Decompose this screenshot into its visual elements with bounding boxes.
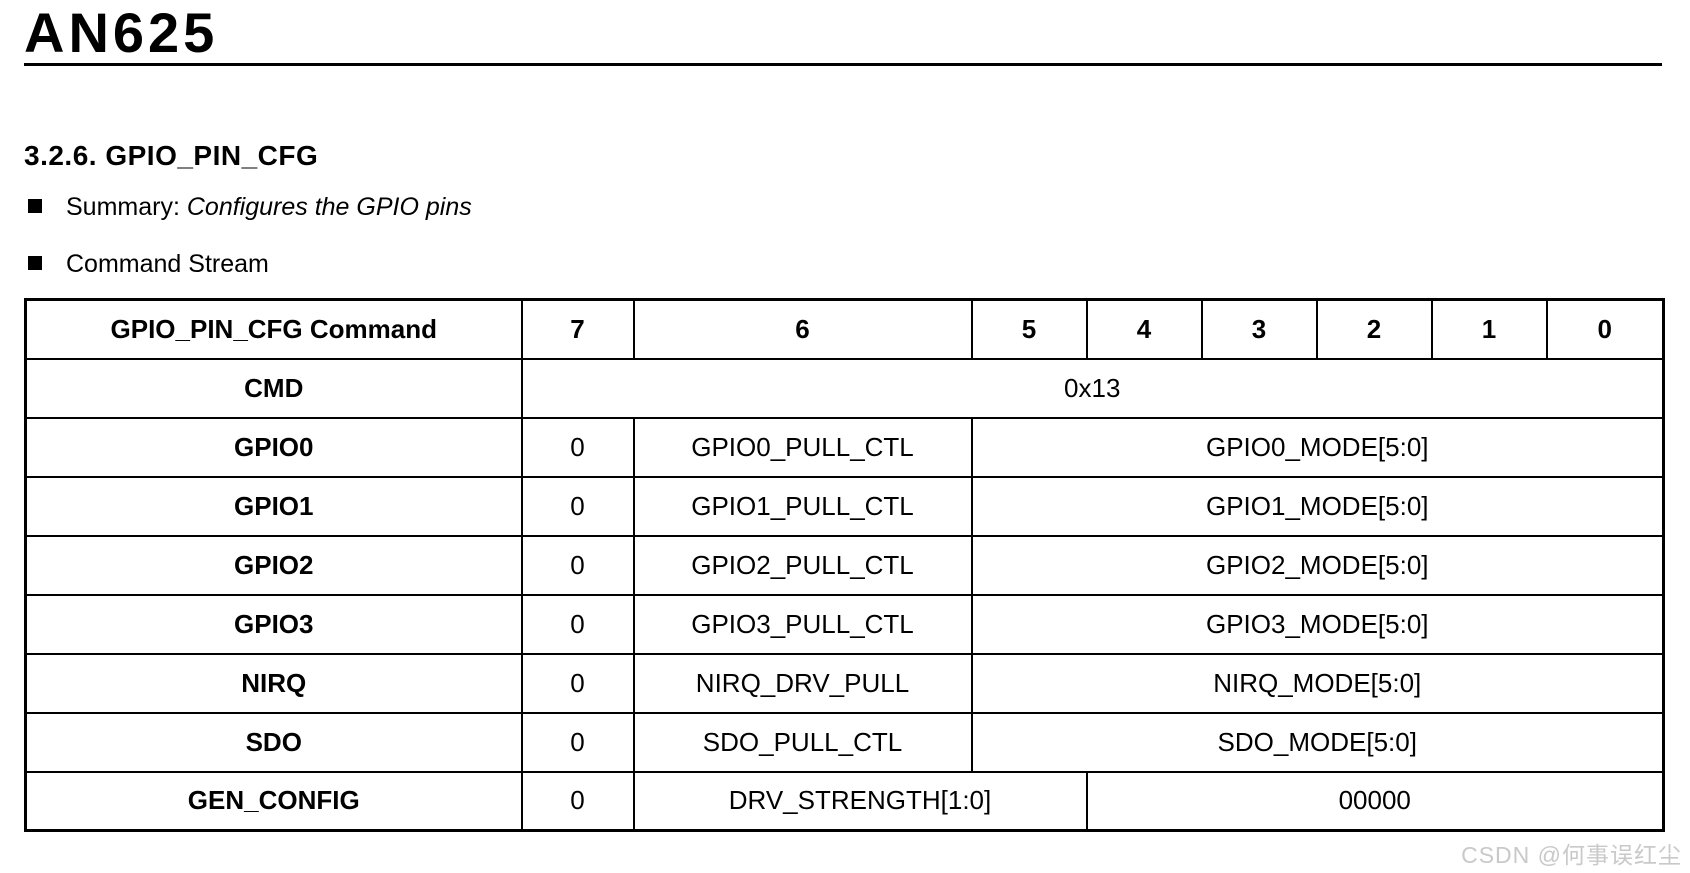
cell-mode: GPIO2_MODE[5:0] — [970, 534, 1665, 596]
cell-cmd-value: 0x13 — [520, 357, 1665, 419]
cell-mode: SDO_MODE[5:0] — [970, 711, 1665, 773]
cell-pull-ctl: NIRQ_DRV_PULL — [632, 652, 973, 714]
row-label: GPIO1 — [24, 475, 523, 537]
table-header-row: GPIO_PIN_CFG Command 7 6 5 4 3 2 1 0 — [24, 298, 1665, 360]
watermark-text: CSDN @何事误红尘 — [1461, 842, 1682, 868]
cell-bit7: 0 — [520, 711, 635, 773]
bit-header-2: 2 — [1315, 298, 1433, 360]
row-label: NIRQ — [24, 652, 523, 714]
title-divider — [24, 63, 1662, 66]
bit-header-1: 1 — [1430, 298, 1548, 360]
row-label: GPIO3 — [24, 593, 523, 655]
bullet-square-icon — [28, 256, 42, 270]
cell-pull-ctl: GPIO1_PULL_CTL — [632, 475, 973, 537]
table-row-gpio0: GPIO0 0 GPIO0_PULL_CTL GPIO0_MODE[5:0] — [24, 416, 1665, 478]
table-row-gpio1: GPIO1 0 GPIO1_PULL_CTL GPIO1_MODE[5:0] — [24, 475, 1665, 537]
cell-pull-ctl: GPIO3_PULL_CTL — [632, 593, 973, 655]
bit-header-5: 5 — [970, 298, 1088, 360]
row-label: SDO — [24, 711, 523, 773]
section-heading: 3.2.6. GPIO_PIN_CFG — [24, 140, 319, 171]
page-title: AN625 — [24, 1, 219, 64]
table-row-cmd: CMD 0x13 — [24, 357, 1665, 419]
bit-header-0: 0 — [1545, 298, 1665, 360]
summary-bullet-list: Summary: Configures the GPIO pins Comman… — [28, 190, 472, 304]
table-row-gpio2: GPIO2 0 GPIO2_PULL_CTL GPIO2_MODE[5:0] — [24, 534, 1665, 596]
bit-header-6: 6 — [632, 298, 973, 360]
bullet-item-summary: Summary: Configures the GPIO pins — [28, 190, 472, 225]
bit-header-4: 4 — [1085, 298, 1203, 360]
table-row-gpio3: GPIO3 0 GPIO3_PULL_CTL GPIO3_MODE[5:0] — [24, 593, 1665, 655]
cell-drv-strength: DRV_STRENGTH[1:0] — [632, 770, 1088, 832]
cell-mode: NIRQ_MODE[5:0] — [970, 652, 1665, 714]
cell-bit7: 0 — [520, 652, 635, 714]
bullet-text-prefix: Summary: — [66, 193, 187, 221]
row-label: GPIO0 — [24, 416, 523, 478]
cell-mode: GPIO0_MODE[5:0] — [970, 416, 1665, 478]
cell-bit7: 0 — [520, 770, 635, 832]
table-header-label: GPIO_PIN_CFG Command — [24, 298, 523, 360]
row-label: GPIO2 — [24, 534, 523, 596]
cell-pull-ctl: GPIO2_PULL_CTL — [632, 534, 973, 596]
cell-bit7: 0 — [520, 416, 635, 478]
bullet-text-prefix: Command Stream — [66, 250, 269, 278]
row-label: GEN_CONFIG — [24, 770, 523, 832]
cell-bit7: 0 — [520, 475, 635, 537]
table-row-nirq: NIRQ 0 NIRQ_DRV_PULL NIRQ_MODE[5:0] — [24, 652, 1665, 714]
bullet-text-italic: Configures the GPIO pins — [186, 193, 472, 221]
cell-gen-config-value: 00000 — [1085, 770, 1665, 832]
command-table: GPIO_PIN_CFG Command 7 6 5 4 3 2 1 0 CMD… — [24, 298, 1665, 832]
cell-pull-ctl: SDO_PULL_CTL — [632, 711, 973, 773]
table-row-gen-config: GEN_CONFIG 0 DRV_STRENGTH[1:0] 00000 — [24, 770, 1665, 832]
cell-bit7: 0 — [520, 534, 635, 596]
cell-mode: GPIO3_MODE[5:0] — [970, 593, 1665, 655]
bit-header-7: 7 — [520, 298, 635, 360]
bullet-item-command-stream: Command Stream — [28, 247, 472, 282]
cell-pull-ctl: GPIO0_PULL_CTL — [632, 416, 973, 478]
row-label: CMD — [24, 357, 523, 419]
cell-mode: GPIO1_MODE[5:0] — [970, 475, 1665, 537]
table-row-sdo: SDO 0 SDO_PULL_CTL SDO_MODE[5:0] — [24, 711, 1665, 773]
bullet-square-icon — [28, 199, 42, 213]
cell-bit7: 0 — [520, 593, 635, 655]
bit-header-3: 3 — [1200, 298, 1318, 360]
